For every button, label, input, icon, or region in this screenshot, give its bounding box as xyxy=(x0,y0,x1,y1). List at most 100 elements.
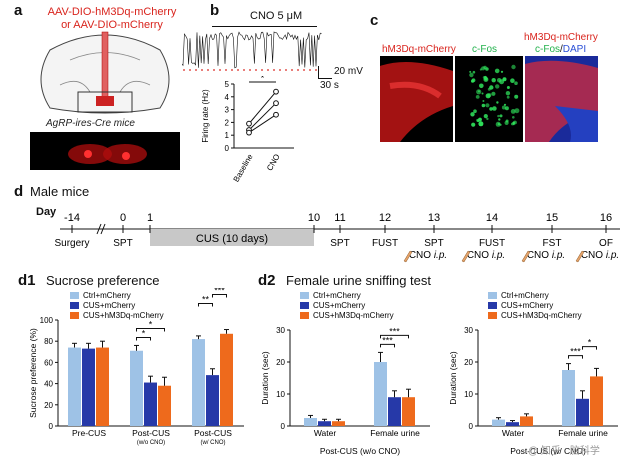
cfos-cell xyxy=(504,106,509,111)
c-label-merge-1: hM3Dq-mCherry xyxy=(524,32,598,43)
cfos-cell xyxy=(505,91,511,96)
panel-label-d2: d2 xyxy=(258,272,276,289)
sig-bracket xyxy=(568,355,583,359)
y-tick-label: 80 xyxy=(44,337,53,346)
sig-bracket xyxy=(380,334,409,339)
day-label: Day xyxy=(36,206,57,218)
y-tick-label: 0 xyxy=(469,422,474,431)
legend-swatch xyxy=(488,302,497,309)
x-axis-label: Post-CUS (w/ CNO) xyxy=(510,446,586,456)
watermark: @ 知乎 · 脑科学 xyxy=(528,446,600,457)
cfos-cell xyxy=(511,64,516,70)
data-point xyxy=(273,111,279,118)
trace-dot xyxy=(261,69,263,71)
y-axis-label: Firing rate (Hz) xyxy=(201,89,210,143)
timeline-title: Male mice xyxy=(30,184,90,199)
y-tick-label: 20 xyxy=(464,358,473,367)
bar xyxy=(318,421,331,426)
cfos-cell xyxy=(512,116,515,119)
scale-bar-h xyxy=(318,78,332,79)
trace-dot xyxy=(309,69,311,71)
membrane-trace xyxy=(182,31,322,71)
sig-label: *** xyxy=(382,335,393,345)
cfos-cell xyxy=(472,70,476,74)
legend-label: CUS+mCherry xyxy=(83,301,135,310)
virus-label-2: or AAV-DIO-mCherry xyxy=(61,19,163,31)
bar xyxy=(590,376,603,426)
data-point xyxy=(246,120,252,127)
virus-label-1: AAV-DIO-hM3Dq-mCherry xyxy=(47,6,177,18)
micrograph-cfos xyxy=(455,56,523,142)
cfos-cell xyxy=(506,95,510,99)
legend-swatch xyxy=(70,302,79,309)
micrograph-mcherry xyxy=(380,56,453,142)
timeline: CUS (10 days) -14 0 1 10 11 12 13 14 15 16 Surgery S… xyxy=(54,212,620,263)
panel-label-d1: d1 xyxy=(18,272,36,289)
cfos-cell xyxy=(491,78,496,83)
trace-dot xyxy=(249,69,251,71)
trace-dot xyxy=(219,69,221,71)
y-tick-label: 2 xyxy=(225,118,230,127)
day-label: 12 xyxy=(379,212,391,224)
event-label: FUST xyxy=(479,238,505,249)
trace-dot xyxy=(225,69,227,71)
day-label: 11 xyxy=(334,212,345,224)
trace-path xyxy=(182,31,322,69)
legend-swatch xyxy=(300,312,309,319)
panel-label-d: d xyxy=(14,183,24,200)
sig-bracket xyxy=(212,294,227,298)
y-tick-label: 60 xyxy=(44,358,53,367)
cfos-cell xyxy=(482,100,485,102)
cfos-cell xyxy=(496,101,499,104)
micrograph-merge xyxy=(525,56,598,142)
sig-bracket xyxy=(582,346,597,350)
c-label-cfos: c-Fos xyxy=(472,44,497,55)
y-tick-label: 5 xyxy=(225,80,230,89)
event-label: SPT xyxy=(113,238,132,249)
series-line xyxy=(248,114,277,134)
cfos-cell xyxy=(471,78,476,83)
sig-bracket xyxy=(136,336,151,341)
mouse-line-label: AgRP-ires-Cre mice xyxy=(46,118,135,129)
cfos-cell xyxy=(489,85,494,90)
legend-swatch xyxy=(488,292,497,299)
legend-label: CUS+mCherry xyxy=(313,301,365,310)
day-label: 14 xyxy=(486,212,498,224)
syringe-icon xyxy=(461,250,471,263)
x-tick-note: (w/o CNO) xyxy=(137,440,165,446)
cfos-cell xyxy=(492,106,497,111)
hypothalamus-micrograph xyxy=(30,132,180,170)
data-point xyxy=(246,129,252,136)
bar xyxy=(68,347,81,426)
sig-bracket xyxy=(198,303,213,307)
bar xyxy=(520,416,533,426)
cfos-cell xyxy=(494,68,500,74)
cfos-cell xyxy=(501,105,506,110)
trace-dot xyxy=(195,69,197,71)
cfos-cell xyxy=(497,114,500,118)
trace-dot xyxy=(279,69,281,71)
cfos-cell xyxy=(498,118,501,121)
sig-label: *** xyxy=(570,347,581,357)
x-tick-label: Female urine xyxy=(370,428,420,438)
cfos-cell xyxy=(503,103,507,106)
day-label: 0 xyxy=(120,212,126,224)
brain-schematic xyxy=(40,31,170,114)
sig-label: * xyxy=(588,338,592,348)
cus-period-bar xyxy=(150,229,314,246)
cfos-cell xyxy=(505,119,509,123)
cfos-cell xyxy=(506,86,510,89)
bar xyxy=(506,422,519,426)
bar xyxy=(220,333,233,426)
sig-bracket xyxy=(380,343,395,348)
data-point xyxy=(273,88,279,95)
trace-dot xyxy=(201,69,203,71)
c-label-merge-2: c-Fos/DAPI xyxy=(535,44,587,55)
firing-rate-chart: 0 1 2 3 4 5 Firing rate (Hz) Baseline CNO * xyxy=(201,76,294,184)
x-tick-label: Female urine xyxy=(558,428,608,438)
trace-dot xyxy=(207,69,209,71)
trace-dot xyxy=(297,69,299,71)
x-tick-label: Pre-CUS xyxy=(72,428,106,438)
bar xyxy=(492,419,505,426)
